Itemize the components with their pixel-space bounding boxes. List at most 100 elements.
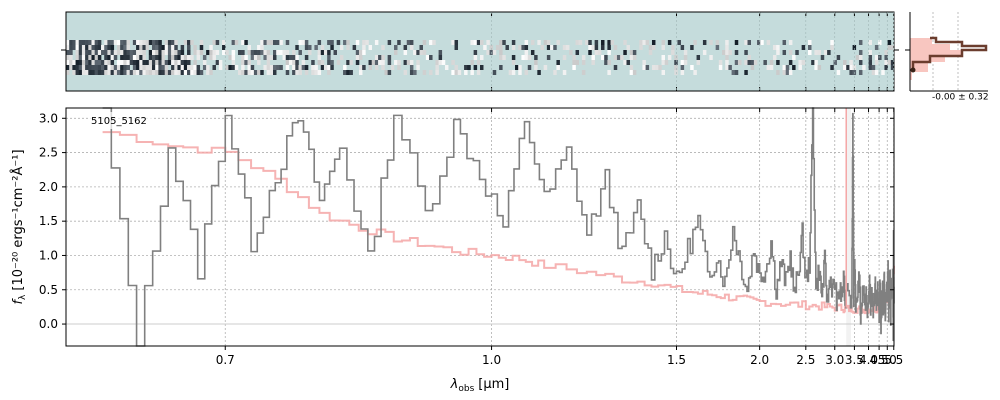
spectrum-2d-pixel	[273, 55, 277, 60]
spectrum-2d-pixel	[97, 45, 102, 50]
spectrum-2d-pixel	[855, 55, 860, 60]
spectrum-2d-pixel	[279, 50, 283, 55]
spectrum-2d-pixel	[642, 60, 646, 65]
spectrum-2d-pixel	[158, 45, 162, 50]
spectrum-2d-pixel	[750, 65, 755, 70]
spectrum-2d-pixel	[843, 65, 847, 70]
spectrum-2d-pixel	[320, 65, 325, 70]
spectrum-2d-pixel	[167, 50, 172, 55]
spectrum-2d-pixel	[588, 45, 592, 50]
spectrum-2d-pixel	[263, 50, 267, 55]
spectrum-2d-pixel	[180, 65, 185, 70]
spectrum-2d-pixel	[830, 40, 834, 45]
spectrum-2d-pixel	[260, 40, 264, 45]
spectrum-2d-pixel	[295, 45, 299, 50]
spectrum-2d-pixel	[136, 45, 140, 50]
spectrum-2d-pixel	[237, 50, 242, 55]
spectrum-2d-pixel	[304, 65, 309, 70]
spectrum-2d-pixel	[206, 70, 210, 75]
spectrum-2d-pixel	[88, 45, 92, 50]
spectrum-2d-pixel	[613, 65, 618, 70]
spectrum-2d-pixel	[202, 60, 207, 65]
spectrum-2d-pixel	[403, 70, 408, 75]
spectrum-2d-pixel	[250, 55, 255, 60]
spectrum-2d-pixel	[422, 70, 427, 75]
spectrum-2d-pixel	[881, 70, 885, 75]
wavelength-gap-region	[846, 108, 852, 346]
spectrum-2d-pixel	[167, 60, 172, 65]
histogram-marker	[910, 67, 916, 73]
spectrum-2d-pixel	[276, 50, 280, 55]
spectrum-2d-pixel	[330, 40, 334, 45]
spectrum-2d-pixel	[658, 65, 662, 70]
spectrum-2d-pixel	[511, 70, 516, 75]
spectrum-2d-pixel	[215, 50, 220, 55]
spectrum-2d-pixel	[645, 65, 650, 70]
spectrum-2d-pixel	[126, 45, 130, 50]
spectrum-2d-pixel	[597, 50, 602, 55]
spectrum-2d-pixel	[174, 60, 178, 65]
spectrum-2d-pixel	[798, 65, 802, 70]
spectrum-2d-pixel	[75, 45, 80, 50]
y-axis-label-main: f	[11, 298, 26, 305]
spectrum-2d-pixel	[492, 50, 497, 55]
spectrum-2d-pixel	[454, 65, 459, 70]
spectrum-2d-pixel	[518, 65, 522, 70]
spectrum-2d-pixel	[409, 40, 414, 45]
spectrum-2d-pixel	[808, 45, 812, 50]
spectrum-2d-pixel	[323, 50, 328, 55]
spectrum-2d-pixel	[142, 70, 146, 75]
spectrum-2d-pixel	[282, 55, 287, 60]
spectrum-2d-pixel	[486, 40, 490, 45]
spectrum-2d-pixel	[674, 65, 678, 70]
spectrum-2d-pixel	[234, 40, 239, 45]
spectrum-2d-pixel	[292, 65, 296, 70]
spectrum-2d-pixel	[690, 65, 694, 70]
spectrum-2d-pixel	[174, 45, 178, 50]
spectrum-2d-pixel	[180, 55, 185, 60]
spectrum-2d-pixel	[387, 40, 392, 45]
spectrum-2d-pixel	[139, 40, 143, 45]
spectrum-2d-pixel	[120, 45, 124, 50]
spectrum-2d-pixel	[231, 50, 236, 55]
spectrum-2d-pixel	[432, 40, 436, 45]
main-frame	[65, 107, 895, 347]
spectrum-2d-pixel	[378, 55, 382, 60]
histogram-model-fill	[910, 38, 962, 80]
spectrum-2d-pixel	[158, 60, 162, 65]
spectrum-2d-pixel	[85, 40, 89, 45]
object-label-box	[88, 112, 154, 129]
spectrum-2d-pixel	[725, 60, 729, 65]
spectrum-2d-pixel	[731, 70, 736, 75]
spectrum-2d-pixel	[158, 70, 162, 75]
spectrum-2d-pixel	[155, 50, 159, 55]
spectrum-2d-pixel	[473, 65, 478, 70]
spectrum-2d-pixel	[884, 50, 888, 55]
spectrum-2d-pixel	[292, 70, 296, 75]
spectrum-2d-pixel	[499, 50, 503, 55]
spectrum-2d-pixel	[480, 55, 484, 60]
spectrum-2d-pixel	[683, 50, 688, 55]
spectrum-2d-pixel	[671, 50, 675, 55]
spectrum-2d-pixel	[69, 45, 73, 50]
spectrum-2d-pixel	[113, 70, 118, 75]
spectrum-2d-pixel	[776, 70, 780, 75]
spectrum-2d-pixel	[69, 40, 73, 45]
spectrum-2d-pixel	[180, 50, 185, 55]
spectrum-2d-pixel	[273, 65, 277, 70]
spectrum-2d-pixel	[97, 50, 102, 55]
spectrum-2d-pixel	[253, 50, 258, 55]
spectrum-2d-pixel	[556, 40, 560, 45]
spectrum-2d-pixel	[196, 70, 201, 75]
spectrum-2d-pixel	[66, 55, 70, 60]
x-axis-label: λobs [μm]	[450, 377, 510, 394]
spectrum-2d-pixel	[642, 65, 646, 70]
spectrum-2d-pixel	[406, 60, 411, 65]
spectrum-2d-pixel	[145, 70, 150, 75]
spectrum-2d-pixel	[808, 40, 812, 45]
y-axis-label-unit: [10⁻²⁰ ergs⁻¹cm⁻²Å⁻¹]	[10, 149, 26, 290]
spectrum-2d-pixel	[116, 70, 121, 75]
spectrum-2d-pixel	[151, 55, 156, 60]
spectrum-2d-pixel	[887, 45, 892, 50]
spectrum-2d-pixel	[782, 65, 787, 70]
